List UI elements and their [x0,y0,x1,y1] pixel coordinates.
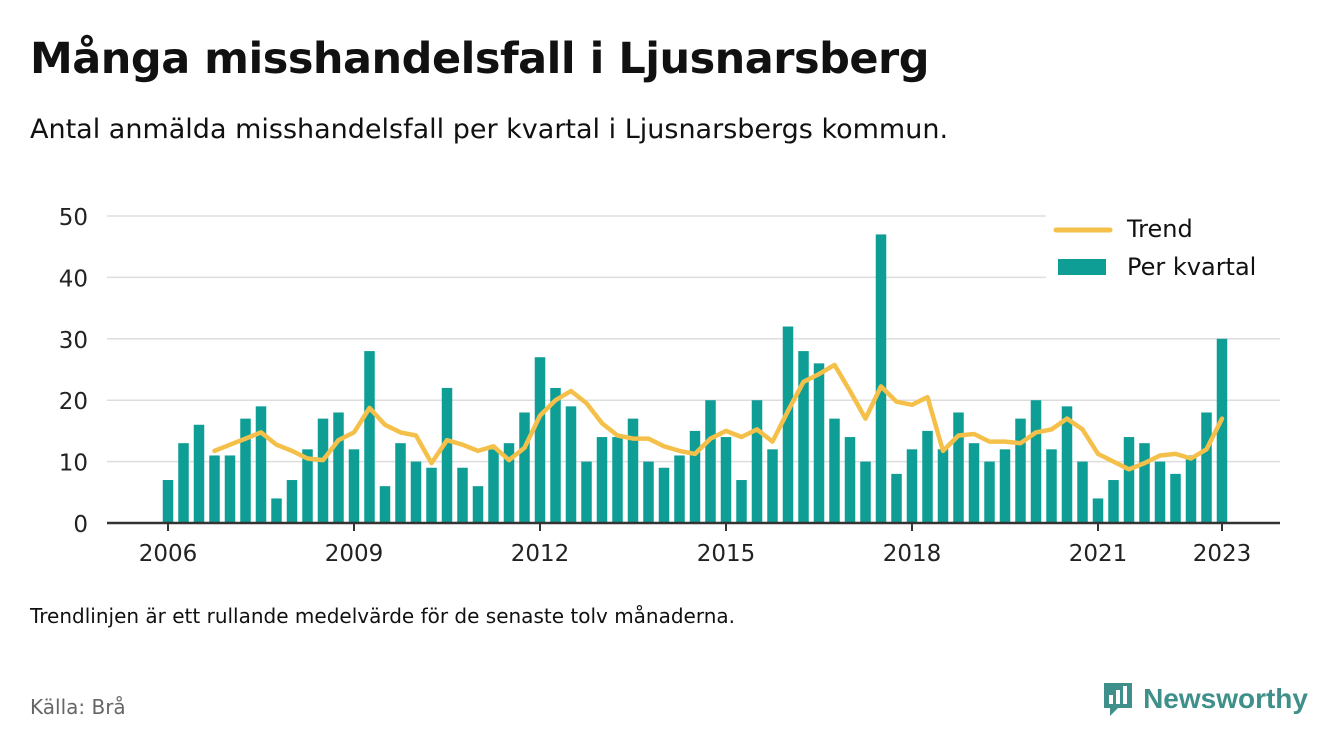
legend-bar-swatch [1058,259,1106,275]
bar [643,461,654,523]
y-tick-label: 10 [59,451,88,477]
bar [1030,400,1042,523]
bar [441,387,453,523]
bar [209,455,220,523]
bar [1077,461,1088,523]
bar [813,363,825,523]
brand-logo: Newsworthy [1101,680,1308,718]
x-tick-label: 2018 [883,541,942,567]
bar [348,449,360,523]
bar [519,412,530,523]
bar [596,437,608,523]
bar [1092,498,1104,523]
legend-background [1046,210,1280,294]
bar [1154,461,1166,523]
bar [317,418,329,523]
legend-bar-label: Per kvartal [1127,253,1256,281]
trend-line-layer [212,362,1225,472]
y-tick-label: 40 [59,266,88,292]
bar [379,486,391,523]
bar [1015,418,1026,523]
bar [782,326,794,523]
bar [612,437,623,523]
bar [891,473,902,523]
bar [162,480,174,523]
brand-name: Newsworthy [1143,683,1308,714]
bar [751,400,763,523]
chart-title: Många misshandelsfall i Ljusnarsberg [30,34,930,84]
bar [627,418,639,523]
bar [503,443,515,523]
bar [364,351,375,523]
bar [271,498,282,523]
bar [829,418,840,523]
bar [302,449,313,523]
bar [457,467,468,523]
x-tick-label: 2012 [511,541,570,567]
y-tick-label: 0 [73,512,88,538]
axes: 0 10 20 30 40 50 2006 2009 2012 2015 2018 2021 2023 [59,205,1280,567]
bar [860,461,871,523]
bar [984,461,995,523]
bars [162,234,1228,524]
x-tick-label: 2006 [139,541,198,567]
bar [1216,338,1228,523]
bar [426,467,437,523]
bar [193,424,205,523]
bar [844,437,856,523]
bar [1061,406,1073,523]
legend-trend-label: Trend [1126,215,1193,243]
chart-subtitle: Antal anmälda misshandelsfall per kvarta… [30,114,949,145]
bar [178,443,189,523]
bar [1139,443,1150,523]
y-tick-label: 30 [59,328,88,354]
bar [224,455,236,523]
x-tick-label: 2009 [325,541,384,567]
trend-line [212,362,1225,472]
bar [472,486,484,523]
source-label: Källa: Brå [30,695,126,719]
bar [1123,437,1135,523]
bar [1201,412,1212,523]
x-tick-label: 2023 [1193,541,1252,567]
newsworthy-logo-icon [1104,683,1133,716]
bar [720,437,732,523]
bar [875,234,887,524]
x-tick-label: 2015 [697,541,756,567]
bar [1185,455,1197,523]
bar [767,449,778,523]
bar [333,412,344,523]
bar [395,443,406,523]
bar [968,443,980,523]
bar [240,418,251,523]
bar [937,449,949,523]
bar [581,461,592,523]
bar [550,387,561,523]
bar [565,406,577,523]
footnote: Trendlinjen är ett rullande medelvärde f… [30,604,736,628]
bar [999,449,1011,523]
y-tick-label: 50 [59,205,88,231]
bar [534,357,546,523]
bar [286,480,298,523]
x-tick-label: 2021 [1069,541,1128,567]
bar [705,400,716,523]
bar [674,455,685,523]
legend: Trend Per kvartal [1046,210,1280,294]
bar [658,467,670,523]
bar [953,412,964,523]
bar [488,449,499,523]
bar [255,406,267,523]
y-tick-label: 20 [59,389,88,415]
bar [906,449,918,523]
bar [410,461,422,523]
bar [1170,473,1181,523]
bar [922,430,933,523]
bar [736,480,747,523]
bar [1046,449,1057,523]
bar [1108,480,1119,523]
bar [798,351,809,523]
bar [689,430,701,523]
